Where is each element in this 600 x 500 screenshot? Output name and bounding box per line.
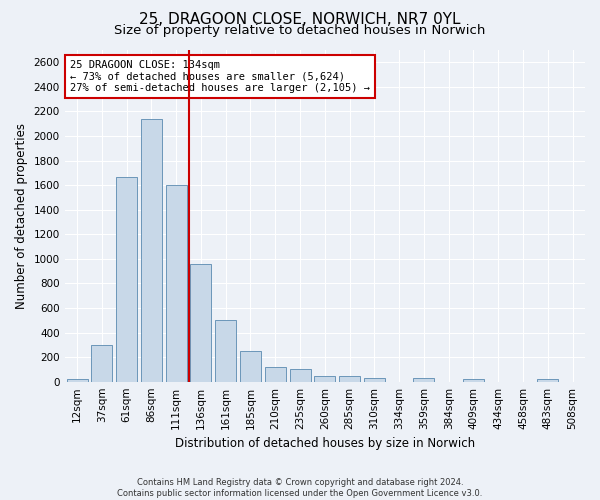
Bar [91, 346, 112, 382]
Bar [463, 378, 484, 382]
Bar [166, 185, 187, 382]
Bar [290, 370, 311, 382]
Bar [141, 119, 162, 382]
Bar [364, 378, 385, 382]
Text: Size of property relative to detached houses in Norwich: Size of property relative to detached ho… [115, 24, 485, 37]
Y-axis label: Number of detached properties: Number of detached properties [15, 123, 28, 309]
Bar [116, 176, 137, 382]
Bar [265, 367, 286, 382]
Bar [215, 320, 236, 382]
Bar [190, 264, 211, 382]
Bar [240, 351, 261, 382]
X-axis label: Distribution of detached houses by size in Norwich: Distribution of detached houses by size … [175, 437, 475, 450]
Text: Contains HM Land Registry data © Crown copyright and database right 2024.
Contai: Contains HM Land Registry data © Crown c… [118, 478, 482, 498]
Bar [67, 378, 88, 382]
Bar [339, 376, 360, 382]
Bar [538, 378, 559, 382]
Bar [314, 376, 335, 382]
Text: 25, DRAGOON CLOSE, NORWICH, NR7 0YL: 25, DRAGOON CLOSE, NORWICH, NR7 0YL [139, 12, 461, 28]
Bar [413, 378, 434, 382]
Text: 25 DRAGOON CLOSE: 134sqm
← 73% of detached houses are smaller (5,624)
27% of sem: 25 DRAGOON CLOSE: 134sqm ← 73% of detach… [70, 60, 370, 93]
